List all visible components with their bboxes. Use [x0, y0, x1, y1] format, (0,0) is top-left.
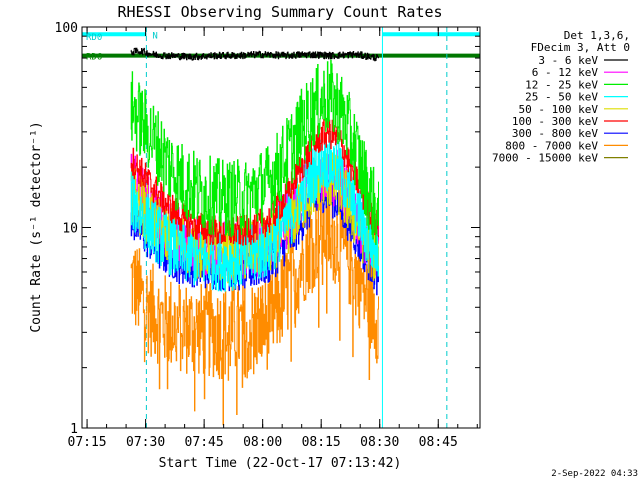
legend-label-7: 800 - 7000 keV — [505, 139, 598, 152]
chart-title: RHESSI Observing Summary Count Rates — [117, 3, 442, 21]
annotations: RD0 RD6 N — [86, 31, 158, 62]
legend-label-2: 12 - 25 keV — [525, 78, 598, 91]
series-line-3 — [130, 132, 379, 292]
x-axis-label: Start Time (22-Oct-17 07:13:42) — [159, 456, 402, 471]
y-axis-label: Count Rate (s⁻¹ detector⁻¹) — [29, 121, 44, 332]
series-line-7 — [130, 181, 379, 426]
legend-label-0: 3 - 6 keV — [538, 54, 598, 67]
legend-header-2: FDecim 3, Att 0 — [531, 41, 630, 54]
annotation-1: RD6 — [86, 53, 102, 63]
x-tick-label-5: 08:30 — [360, 435, 399, 450]
y-tick-label-2: 100 — [55, 21, 78, 36]
annotation-0: RD0 — [86, 33, 102, 43]
series-line-0 — [130, 47, 379, 62]
legend-label-3: 25 - 50 keV — [525, 91, 598, 104]
legend-label-5: 100 - 300 keV — [512, 115, 598, 128]
annotation-2: N — [152, 31, 157, 41]
legend-header-1: Det 1,3,6, — [564, 29, 630, 42]
series-line-2 — [130, 59, 379, 245]
x-tick-label-2: 07:45 — [185, 435, 224, 450]
y-axis: 1 10 100 — [55, 21, 480, 437]
y-tick-label-0: 1 — [70, 422, 78, 437]
x-tick-label-0: 07:15 — [68, 435, 107, 450]
legend-label-6: 300 - 800 keV — [512, 127, 598, 140]
y-tick-label-1: 10 — [62, 222, 78, 237]
x-tick-label-6: 08:45 — [419, 435, 458, 450]
legend-label-4: 50 - 100 keV — [519, 103, 599, 116]
x-axis: 07:15 07:30 07:45 08:00 08:15 08:30 08:45 — [68, 27, 478, 450]
x-tick-label-3: 08:00 — [243, 435, 282, 450]
legend-label-1: 6 - 12 keV — [532, 66, 599, 79]
legend-label-8: 7000 - 15000 keV — [492, 152, 598, 165]
x-tick-label-1: 07:30 — [126, 435, 165, 450]
footer-date: 2-Sep-2022 04:33 — [551, 469, 638, 479]
x-tick-label-4: 08:15 — [302, 435, 341, 450]
series-group — [130, 47, 379, 426]
